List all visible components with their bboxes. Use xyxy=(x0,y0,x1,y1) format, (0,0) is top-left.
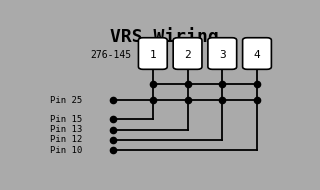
Text: 3: 3 xyxy=(219,50,226,60)
FancyBboxPatch shape xyxy=(139,38,167,69)
Text: Pin 25: Pin 25 xyxy=(50,96,82,105)
Text: 2: 2 xyxy=(184,50,191,60)
Text: Pin 13: Pin 13 xyxy=(50,125,82,134)
Text: 1: 1 xyxy=(149,50,156,60)
Text: Pin 12: Pin 12 xyxy=(50,135,82,144)
FancyBboxPatch shape xyxy=(243,38,271,69)
Text: Pin 10: Pin 10 xyxy=(50,146,82,155)
FancyBboxPatch shape xyxy=(208,38,237,69)
Text: VRS Wiring: VRS Wiring xyxy=(110,27,218,46)
Text: Pin 15: Pin 15 xyxy=(50,115,82,124)
Text: 276-145: 276-145 xyxy=(90,50,131,60)
Text: 4: 4 xyxy=(254,50,260,60)
FancyBboxPatch shape xyxy=(173,38,202,69)
